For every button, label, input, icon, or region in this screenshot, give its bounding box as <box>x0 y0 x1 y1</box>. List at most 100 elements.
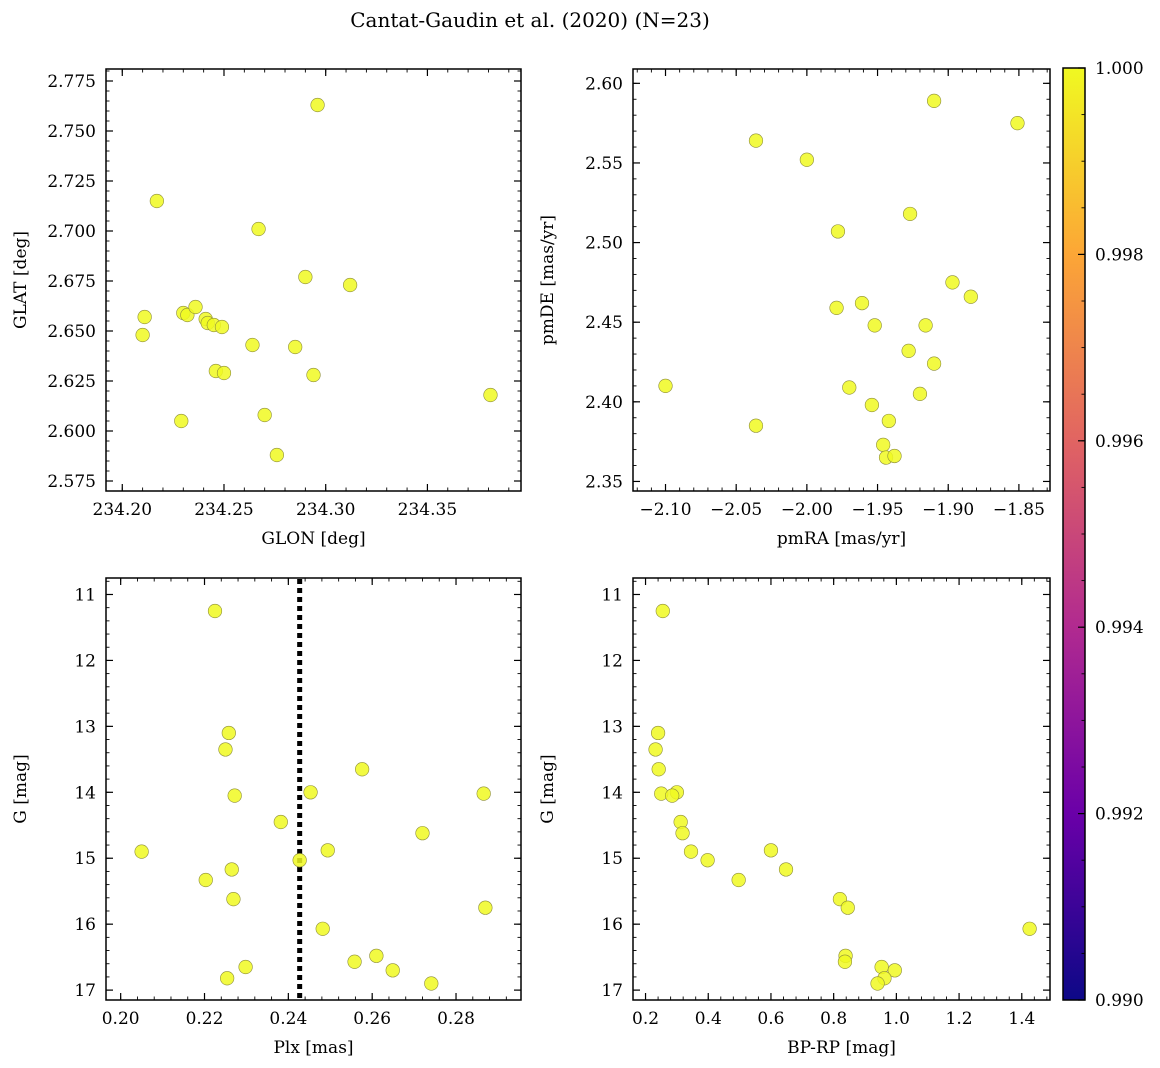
x-tick-label: −2.00 <box>781 500 833 520</box>
y-tick-label: 14 <box>601 783 623 803</box>
data-point <box>648 742 663 757</box>
y-tick-label: 2.60 <box>585 74 623 94</box>
y-tick-label: 12 <box>74 651 96 671</box>
data-point <box>257 407 272 423</box>
data-point <box>298 269 313 285</box>
data-point <box>854 295 870 311</box>
data-point <box>867 318 882 333</box>
data-point <box>837 954 853 969</box>
x-tick-label: 0.8 <box>820 1009 847 1029</box>
data-point <box>198 872 213 888</box>
y-tick-label: 16 <box>601 915 623 935</box>
data-point <box>303 785 318 800</box>
x-tick-label: 1.0 <box>883 1009 910 1029</box>
colorbar-tick-label: 0.998 <box>1095 245 1144 265</box>
data-point <box>748 133 764 148</box>
data-point <box>188 299 203 315</box>
data-point <box>483 387 498 403</box>
colorbar-tick-label: 0.992 <box>1095 805 1144 825</box>
colorbar-tick-label: 0.996 <box>1095 432 1144 452</box>
data-point <box>864 397 879 413</box>
data-point <box>675 826 690 841</box>
x-tick-label: −1.95 <box>851 500 903 520</box>
data-point <box>220 971 235 986</box>
axes-frame <box>105 68 522 492</box>
x-tick-label: −1.85 <box>993 500 1045 520</box>
data-point <box>650 725 666 741</box>
y-tick-label: 15 <box>601 849 623 869</box>
data-point <box>306 367 321 383</box>
x-axis-label: BP-RP [mag] <box>787 1038 896 1058</box>
y-tick-label: 2.40 <box>585 393 623 413</box>
x-tick-label: 0.22 <box>186 1009 224 1029</box>
x-tick-label: 0.20 <box>102 1009 140 1029</box>
data-point <box>881 413 896 429</box>
y-axis-label: G [mag] <box>11 754 31 823</box>
data-point <box>343 277 358 293</box>
y-tick-label: 2.650 <box>47 322 96 342</box>
data-point <box>902 206 918 222</box>
data-point <box>926 356 942 371</box>
data-point <box>137 309 152 325</box>
y-tick-label: 11 <box>601 585 623 605</box>
data-point <box>840 900 855 915</box>
data-point <box>269 447 284 463</box>
x-tick-label: −2.10 <box>639 500 691 520</box>
data-point <box>731 872 746 888</box>
x-tick-label: 234.25 <box>194 500 253 520</box>
y-tick-label: 2.700 <box>47 222 96 242</box>
axes-frame <box>632 577 1051 1001</box>
data-point <box>216 365 232 381</box>
axes-frame <box>632 68 1051 492</box>
y-tick-label: 14 <box>74 783 96 803</box>
y-tick-label: 2.775 <box>47 72 96 92</box>
data-point <box>174 413 189 429</box>
panel-bprp-g: 0.2 0.4 0.6 0.8 1.0 1.2 1.4 11 12 13 14 15 16 17 BP-RP… <box>538 577 1051 1058</box>
colorbar-tick-label: 0.994 <box>1095 618 1144 638</box>
x-tick-label: 1.4 <box>1008 1009 1035 1029</box>
data-point <box>876 437 891 452</box>
y-tick-label: 11 <box>74 585 96 605</box>
data-point <box>355 762 370 777</box>
data-point <box>320 843 335 858</box>
x-tick-label: −1.90 <box>922 500 974 520</box>
data-point <box>887 448 902 464</box>
data-point <box>901 343 916 358</box>
data-point <box>748 418 764 433</box>
x-axis-label: Plx [mas] <box>273 1038 353 1058</box>
data-point <box>1022 921 1037 936</box>
y-tick-label: 17 <box>74 981 96 1001</box>
x-tick-label: 1.2 <box>946 1009 973 1029</box>
colorbar-tick-label: 0.990 <box>1095 991 1144 1011</box>
data-point <box>918 318 933 333</box>
x-tick-label: 234.30 <box>296 500 355 520</box>
y-tick-label: 2.675 <box>47 272 96 292</box>
data-point <box>221 725 236 741</box>
x-tick-label: 0.6 <box>757 1009 784 1029</box>
y-axis-label: GLAT [deg] <box>11 231 31 329</box>
data-point <box>214 319 230 335</box>
data-point <box>207 603 223 619</box>
data-point <box>292 853 307 868</box>
data-point <box>651 762 666 777</box>
data-point <box>799 152 814 167</box>
data-point <box>315 921 330 936</box>
data-point <box>830 224 846 239</box>
data-point <box>763 843 779 858</box>
data-point <box>310 97 325 113</box>
data-point <box>134 844 149 859</box>
y-tick-label: 2.575 <box>47 472 96 492</box>
y-tick-label: 2.55 <box>585 154 623 174</box>
data-point <box>829 300 844 315</box>
data-point <box>665 788 680 803</box>
data-point <box>478 900 493 915</box>
data-point <box>842 380 857 395</box>
y-tick-label: 2.725 <box>47 172 96 192</box>
data-point <box>683 844 699 859</box>
data-point <box>149 193 164 209</box>
axes-frame <box>105 577 522 1001</box>
y-tick-label: 16 <box>74 915 96 935</box>
data-point <box>251 221 266 237</box>
y-tick-label: 15 <box>74 849 96 869</box>
